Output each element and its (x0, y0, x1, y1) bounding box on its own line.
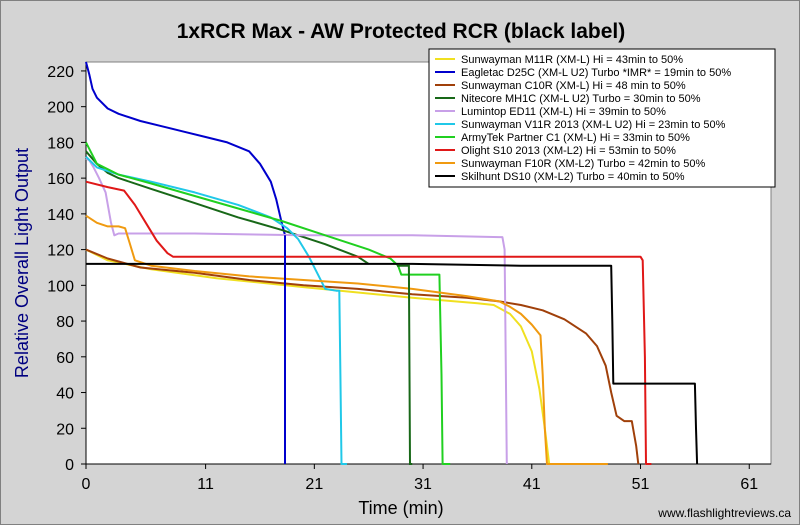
y-tick-label: 200 (47, 100, 74, 117)
y-tick-label: 0 (65, 457, 74, 474)
series-line-1 (85, 61, 286, 236)
x-tick-label: 0 (82, 476, 91, 493)
legend-entry: Skilhunt DS10 (XM-L2) Turbo = 40min to 5… (461, 171, 685, 183)
legend-entry: Nitecore MH1C (XM-L U2) Turbo = 30min to… (461, 93, 701, 105)
credit-text: www.flashlightreviews.ca (657, 506, 791, 520)
series-line-8 (85, 214, 608, 465)
y-tick-label: 40 (56, 386, 74, 403)
y-tick-label: 60 (56, 350, 74, 367)
y-tick-label: 140 (47, 207, 74, 224)
series-segment-0 (397, 264, 413, 465)
y-axis-label: Relative Overall Light Output (12, 148, 32, 378)
series-line-2 (85, 248, 640, 465)
legend-entry: Sunwayman V11R 2013 (XM-L U2) Hi = 23min… (461, 119, 726, 131)
x-tick-label: 61 (740, 476, 758, 493)
x-tick-label: 31 (414, 476, 432, 493)
x-tick-label: 41 (523, 476, 541, 493)
legend-entry: Sunwayman C10R (XM-L) Hi = 48 min to 50% (461, 80, 686, 92)
legend-entry: Eagletac D25C (XM-L U2) Turbo *IMR* = 19… (461, 67, 731, 79)
series-line-4 (85, 157, 508, 465)
series-line-5 (85, 155, 347, 465)
legend-entry: Olight S10 2013 (XM-L2) Hi = 53min to 50… (461, 145, 676, 157)
y-tick-label: 120 (47, 243, 74, 260)
legend-entry: Sunwayman F10R (XM-L2) Turbo = 42min to … (461, 158, 705, 170)
chart-title: 1xRCR Max - AW Protected RCR (black labe… (177, 20, 626, 43)
series-line-7 (85, 180, 652, 465)
y-tick-label: 100 (47, 278, 74, 295)
legend-entry: Sunwayman M11R (XM-L) Hi = 43min to 50% (461, 54, 683, 66)
y-tick-label: 180 (47, 135, 74, 152)
legend-entry: ArmyTek Partner C1 (XM-L) Hi = 33min to … (461, 132, 690, 144)
x-tick-label: 51 (632, 476, 650, 493)
series-line-0 (85, 248, 551, 465)
x-tick-label: 21 (305, 476, 323, 493)
y-tick-label: 220 (47, 64, 74, 81)
x-tick-label: 11 (197, 476, 214, 493)
y-tick-label: 20 (56, 421, 74, 438)
series-line-9 (86, 262, 699, 465)
legend-box (428, 48, 776, 188)
y-tick-label: 80 (56, 314, 74, 331)
y-tick-label: 160 (47, 171, 74, 188)
legend-entry: Lumintop ED11 (XM-L) Hi = 39min to 50% (461, 106, 666, 118)
series-line-6 (85, 141, 451, 465)
x-axis-label: Time (min) (358, 498, 443, 518)
